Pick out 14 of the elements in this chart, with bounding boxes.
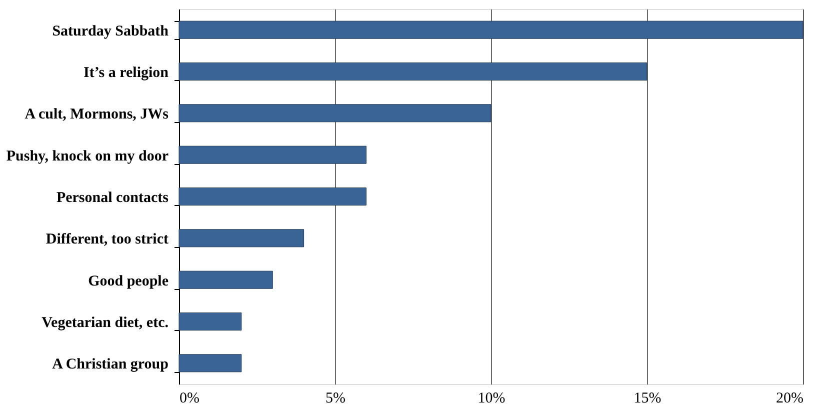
x-tick-label: 20% — [776, 390, 804, 406]
y-tick-label: Pushy, knock on my door — [6, 148, 169, 164]
x-tick-label: 5% — [326, 390, 346, 406]
x-tick-label: 15% — [634, 390, 662, 406]
y-tick-label: Personal contacts — [56, 190, 169, 206]
x-tick-label: 0% — [180, 390, 200, 406]
y-tick-label: A cult, Mormons, JWs — [24, 106, 169, 123]
y-tick-label: It’s a religion — [84, 65, 170, 81]
y-tick-label: Saturday Sabbath — [52, 23, 170, 40]
y-tick-label: Vegetarian diet, etc. — [42, 315, 169, 331]
y-tick-label: A Christian group — [52, 356, 168, 373]
x-tick-label: 10% — [478, 390, 506, 406]
y-tick-label: Different, too strict — [46, 232, 168, 248]
y-tick-label: Good people — [88, 273, 169, 290]
